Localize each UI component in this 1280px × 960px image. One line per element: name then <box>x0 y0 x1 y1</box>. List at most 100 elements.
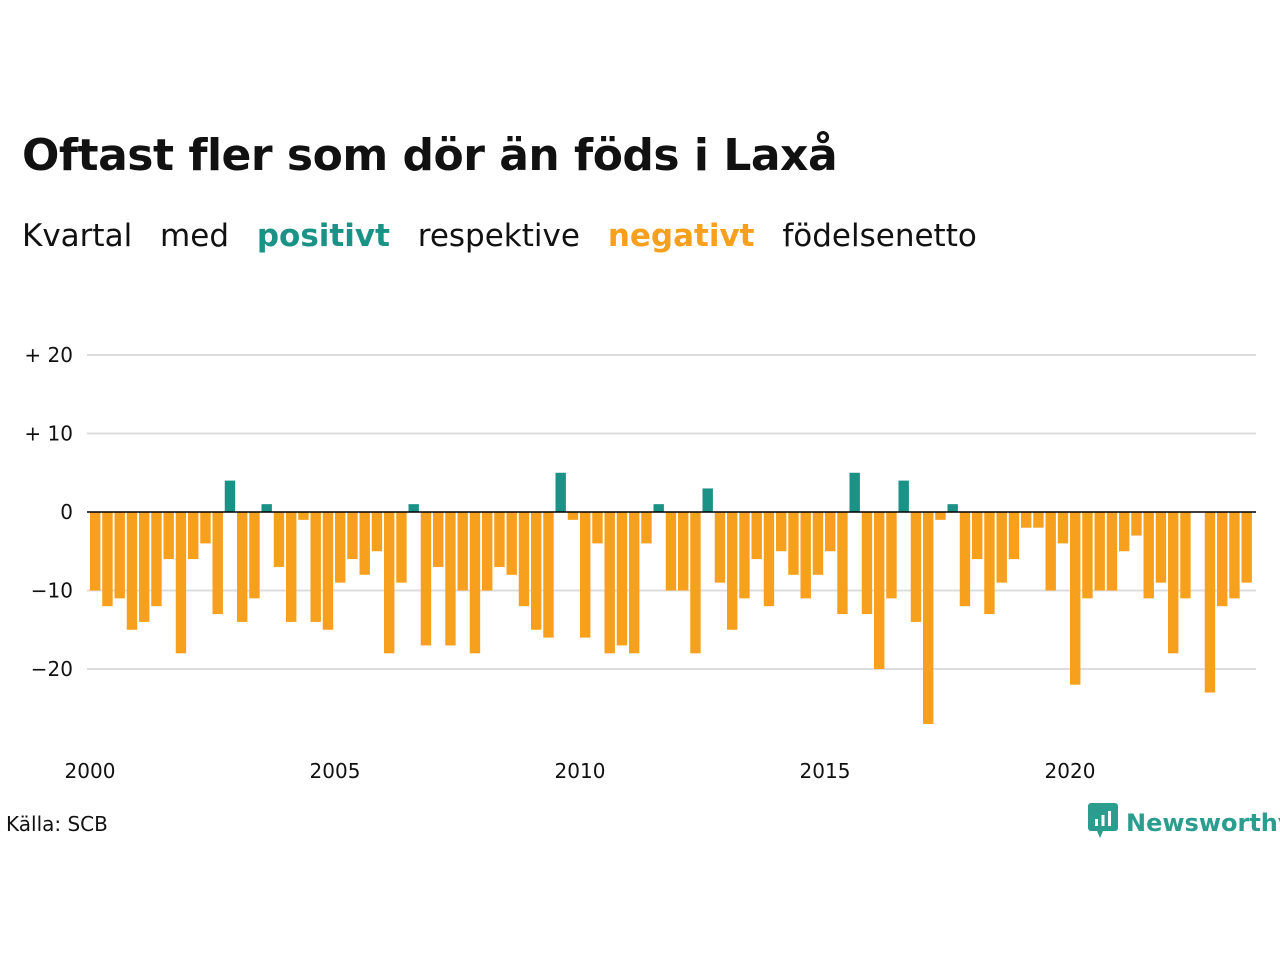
brand-logo[interactable]: Newsworthy <box>1088 803 1280 843</box>
bar <box>90 512 101 591</box>
bar <box>114 512 125 599</box>
bar <box>555 472 566 512</box>
bar <box>739 512 750 599</box>
bar <box>1155 512 1167 583</box>
bar <box>604 512 615 654</box>
bar <box>408 504 419 512</box>
x-tick-label: 2000 <box>65 759 116 783</box>
bar <box>727 512 738 630</box>
bar <box>151 512 162 607</box>
bar <box>531 512 542 630</box>
bar <box>751 512 762 560</box>
bar <box>1217 512 1228 607</box>
bar <box>812 512 824 575</box>
bar <box>482 512 493 591</box>
bar <box>163 512 174 560</box>
bar <box>996 512 1007 583</box>
bar <box>347 512 358 560</box>
bar <box>1119 512 1130 552</box>
bar <box>874 512 885 669</box>
bar <box>396 512 407 583</box>
bar <box>494 512 505 567</box>
bar <box>1180 512 1191 599</box>
chart-subtitle: Kvartal med positivt respektive negativt… <box>22 218 995 254</box>
bar <box>543 512 554 638</box>
bar <box>1082 512 1093 599</box>
bar <box>923 512 934 724</box>
bar <box>788 512 799 575</box>
chart-title: Oftast fler som dör än föds i Laxå <box>22 130 838 181</box>
bar <box>518 512 530 607</box>
bar <box>1229 512 1240 599</box>
bar <box>273 512 285 567</box>
bar <box>1204 512 1216 693</box>
bar <box>1143 512 1154 599</box>
bar <box>935 512 946 520</box>
bar <box>837 512 848 615</box>
bar <box>175 512 187 654</box>
newsworthy-logo-icon <box>1088 803 1118 843</box>
bar <box>261 504 272 512</box>
subtitle-negative: negativt <box>607 218 755 254</box>
subtitle-word: födelsenetto <box>782 218 977 254</box>
x-tick-label: 2020 <box>1045 759 1096 783</box>
bar <box>322 512 334 630</box>
bar <box>653 504 664 512</box>
source-note: Källa: SCB <box>6 812 108 836</box>
bar <box>947 504 958 512</box>
bar <box>616 512 628 646</box>
y-tick-label: 0 <box>60 500 73 524</box>
x-tick-label: 2005 <box>310 759 361 783</box>
bar <box>825 512 836 552</box>
x-tick-label: 2015 <box>800 759 851 783</box>
bar <box>665 512 677 591</box>
bar <box>886 512 897 599</box>
x-tick-label: 2010 <box>555 759 606 783</box>
bar <box>898 480 909 512</box>
bar <box>592 512 603 544</box>
y-tick-label: −20 <box>31 657 73 681</box>
bar <box>1008 512 1020 560</box>
bar <box>1168 512 1179 654</box>
bar <box>1094 512 1105 591</box>
bar <box>861 512 873 615</box>
bar <box>188 512 199 560</box>
bar <box>1131 512 1142 536</box>
bar <box>1106 512 1118 591</box>
bar <box>1021 512 1032 528</box>
bar <box>702 488 713 512</box>
bar <box>1241 512 1252 583</box>
bar <box>763 512 775 607</box>
bar <box>506 512 517 575</box>
bar <box>286 512 297 622</box>
bar <box>629 512 640 654</box>
bar <box>910 512 922 622</box>
y-tick-label: + 10 <box>24 422 73 446</box>
bar <box>420 512 432 646</box>
y-tick-label: + 20 <box>24 343 73 367</box>
subtitle-positive: positivt <box>256 218 390 254</box>
bar <box>139 512 150 622</box>
brand-name: Newsworthy <box>1126 809 1280 837</box>
bar <box>445 512 456 646</box>
y-axis-ticks: + 20 + 10 0 −10 −20 <box>24 343 73 681</box>
bar <box>335 512 346 583</box>
bar <box>359 512 370 575</box>
bar <box>310 512 321 622</box>
bar <box>298 512 309 520</box>
bar <box>469 512 481 654</box>
bar <box>384 512 395 654</box>
bar <box>126 512 138 630</box>
bars <box>90 472 1252 724</box>
bar <box>800 512 811 599</box>
subtitle-word: med <box>160 218 229 254</box>
bar <box>776 512 787 552</box>
bar <box>714 512 726 583</box>
bar <box>457 512 468 591</box>
y-tick-label: −10 <box>31 579 73 603</box>
x-axis-ticks: 2000 2005 2010 2015 2020 <box>65 759 1096 783</box>
bar <box>567 512 579 520</box>
bar <box>580 512 591 638</box>
bar <box>371 512 383 552</box>
